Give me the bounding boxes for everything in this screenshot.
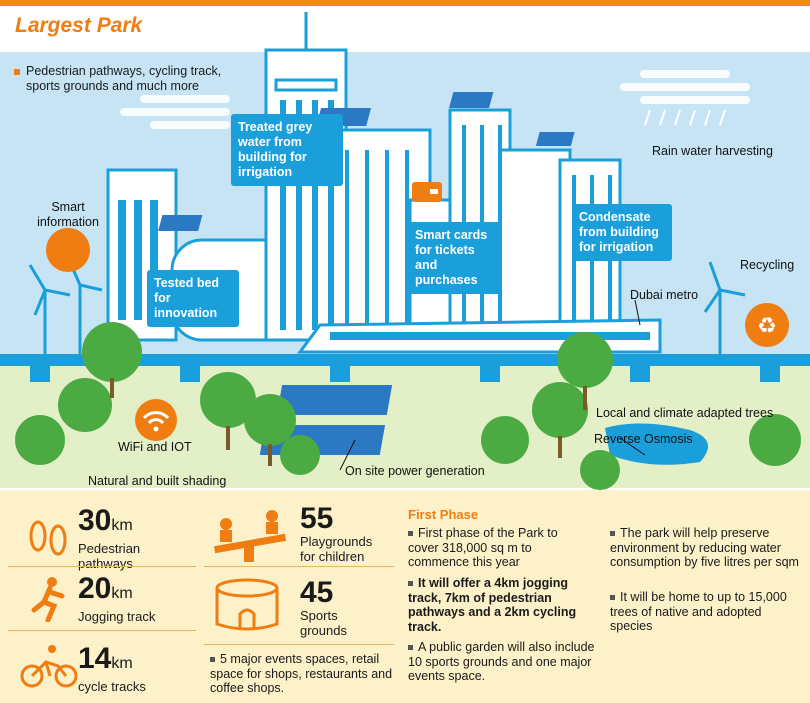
rain-icon [644,109,726,126]
jogging-unit: km [111,585,133,602]
label-power: On site power generation [345,464,485,478]
cyclist-icon [20,645,78,688]
phase-bullet-5-text: It will be home to up to 15,000 trees of… [610,590,787,633]
park-tagline: Pedestrian pathways, cycling track, spor… [14,64,246,94]
phase-bullet-1-text: First phase of the Park to cover 318,000… [408,526,558,569]
bullet-square-icon [408,531,413,537]
bullet-square-icon [14,68,20,75]
sports-value: 45 [300,576,334,609]
divider [204,566,394,567]
label-dubai-metro: Dubai metro [630,288,699,302]
trees [15,322,801,490]
label-shading: Natural and built shading [88,474,227,488]
phase-bullet-2-text: It will offer a 4km jogging track, 7km o… [408,576,577,634]
top-accent-bar [0,0,810,6]
cycle-value: 14 [78,642,112,675]
phase-bullet-4: The park will help preserve environment … [610,526,800,570]
phase-bullet-3-text: A public garden will also include 10 spo… [408,640,595,683]
first-phase-section: First Phase [408,507,808,522]
label-recycling: Recycling [740,258,795,272]
label-smart-information: Smart information [37,200,99,229]
divider [204,644,394,645]
city-park-illustration: ♻ [0,12,810,490]
label-wifi: WiFi and IOT [118,440,192,454]
wind-turbines [28,261,746,354]
bullet-square-icon [210,657,215,663]
callout-smart-cards: Smart cards for tickets and purchases [408,222,502,294]
footprints-icon [29,520,67,556]
bullet-square-icon [408,645,413,651]
phase-bullet-4-text: The park will help preserve environment … [610,526,799,569]
jogging-value: 20 [78,572,112,605]
bullet-square-icon [408,581,413,587]
divider [8,630,196,631]
pedestrian-label: Pedestrian pathways [78,541,141,571]
stats-column-tracks: 30km Pedestrian pathways 20km Jogging tr… [8,498,196,698]
cycle-unit: km [111,655,133,672]
svg-text:♻: ♻ [757,314,777,339]
playgrounds-value: 55 [300,502,334,535]
label-local-trees: Local and climate adapted trees [596,406,774,420]
events-note-text: 5 major events spaces, retail space for … [210,652,393,695]
divider [8,566,196,567]
smart-information-icon [46,228,90,272]
first-phase-heading: First Phase [408,507,479,522]
sports-label: Sports grounds [300,608,347,638]
reverse-osmosis-pond [605,423,708,465]
page-title: Largest Park [15,14,143,37]
phase-bullet-5: It will be home to up to 15,000 trees of… [610,590,800,634]
cloud-right [620,70,750,104]
phase-bullet-2: It will offer a 4km jogging track, 7km o… [408,576,588,634]
callout-condensate: Condensate from building for irrigation [572,204,672,261]
tree-trunks [110,378,587,466]
cycle-label: cycle tracks [78,679,146,694]
playgrounds-label: Playgrounds for children [300,534,373,564]
leader-lines [339,299,646,471]
jogging-label: Jogging track [78,609,156,624]
smart-card-icon [412,182,442,202]
phase-bullet-1: First phase of the Park to cover 318,000… [408,526,578,570]
pedestrian-unit: km [111,517,133,534]
bullet-square-icon [610,595,615,601]
events-note: 5 major events spaces, retail space for … [210,652,396,696]
stadium-icon [215,578,279,631]
bullet-square-icon [610,531,615,537]
callout-grey-water: Treated grey water from building for irr… [231,114,343,186]
callout-tested-bed: Tested bed for innovation [147,270,239,327]
runner-icon [31,577,65,622]
track-pillars [30,366,780,382]
label-rain-water: Rain water harvesting [652,144,773,158]
pedestrian-value: 30 [78,504,112,537]
cloud-left [120,95,230,129]
label-reverse-osmosis: Reverse Osmosis [594,432,693,446]
tagline-text: Pedestrian pathways, cycling track, spor… [26,64,222,93]
stats-panel [0,490,810,703]
stats-column-facilities: 55 Playgrounds for children 45 Sports gr… [204,498,394,698]
seesaw-icon [214,510,287,562]
phase-bullet-3: A public garden will also include 10 spo… [408,640,598,684]
recycling-icon [745,303,789,347]
